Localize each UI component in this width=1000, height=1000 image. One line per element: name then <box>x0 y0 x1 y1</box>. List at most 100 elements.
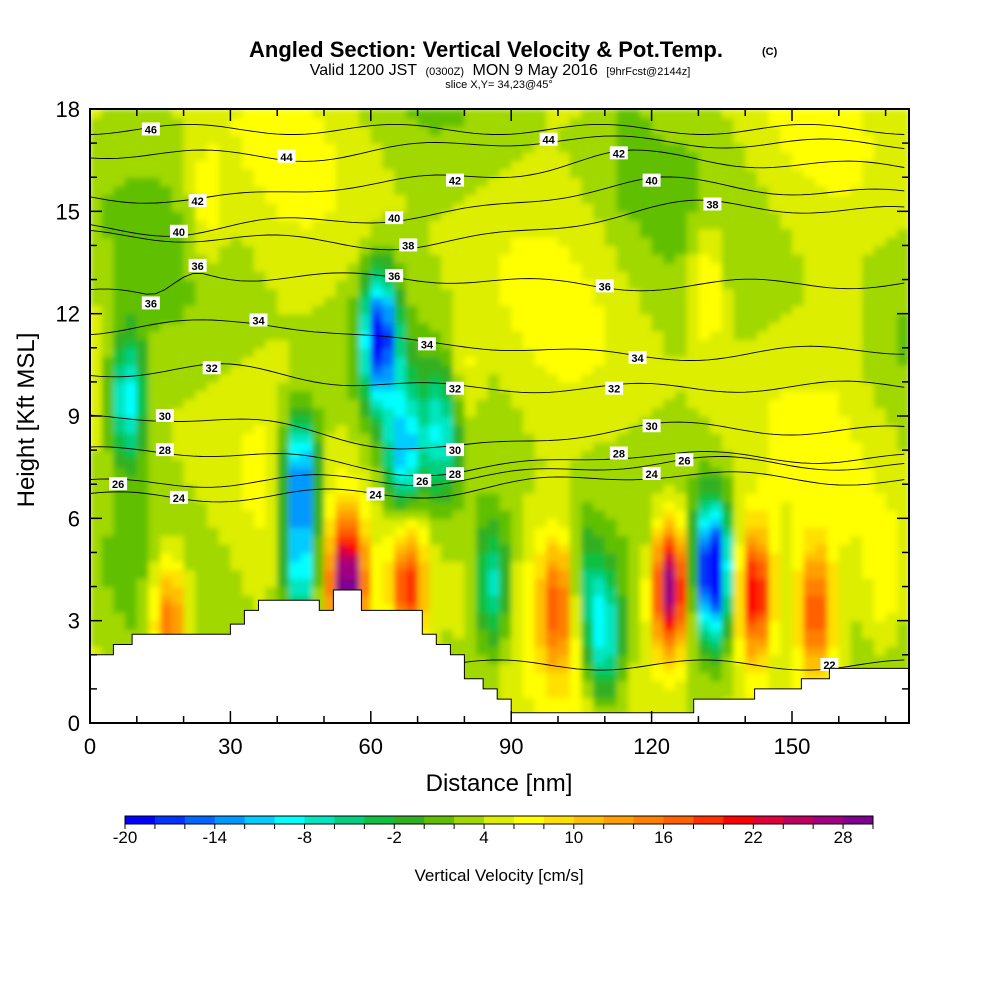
field-cell <box>897 560 909 571</box>
field-cell <box>522 160 536 170</box>
field-cell <box>476 185 489 196</box>
field-cell <box>160 185 173 196</box>
field-cell <box>569 450 583 460</box>
field-cell <box>476 356 489 366</box>
field-cell <box>441 151 454 161</box>
field-cell <box>639 569 653 579</box>
field-cell <box>464 501 477 511</box>
field-cell <box>803 185 817 196</box>
field-cell <box>686 663 700 673</box>
field-cell <box>815 279 828 289</box>
field-cell <box>663 330 676 341</box>
field-cell <box>745 680 758 690</box>
field-cell <box>756 305 770 315</box>
field-cell <box>335 416 349 426</box>
field-cell <box>639 109 653 119</box>
field-cell <box>125 109 138 119</box>
field-cell <box>721 279 735 289</box>
field-cell <box>534 168 548 179</box>
field-cell <box>604 595 618 605</box>
field-cell <box>675 364 688 375</box>
field-cell <box>546 535 559 545</box>
field-cell <box>370 347 384 358</box>
field-cell <box>792 560 805 571</box>
field-cell <box>207 552 220 562</box>
field-cell <box>803 339 817 349</box>
field-cell <box>452 458 466 468</box>
field-cell <box>838 117 852 127</box>
field-cell <box>277 407 290 417</box>
field-cell <box>651 330 665 341</box>
field-cell <box>101 433 115 443</box>
field-cell <box>803 364 817 375</box>
field-cell <box>850 194 863 204</box>
field-cell <box>405 398 419 409</box>
field-cell <box>382 160 395 170</box>
field-cell <box>347 219 360 230</box>
field-cell <box>487 603 501 613</box>
field-cell <box>242 356 255 366</box>
field-cell <box>604 339 618 349</box>
field-cell <box>733 262 746 272</box>
field-cell <box>569 296 583 306</box>
field-cell <box>335 219 349 230</box>
field-cell <box>569 211 583 221</box>
field-cell <box>277 492 290 503</box>
field-cell <box>195 407 208 417</box>
field-cell <box>581 151 594 161</box>
field-cell <box>558 364 571 375</box>
field-cell <box>768 450 782 460</box>
field-cell <box>768 126 782 136</box>
field-cell <box>534 177 548 187</box>
field-cell <box>803 569 817 579</box>
field-cell <box>593 305 606 315</box>
field-cell <box>522 535 536 545</box>
field-cell <box>429 518 442 528</box>
field-cell <box>616 595 629 605</box>
field-cell <box>347 356 360 366</box>
field-cell <box>698 671 711 682</box>
field-cell <box>862 416 875 426</box>
field-cell <box>850 518 863 528</box>
field-cell <box>195 253 208 264</box>
field-cell <box>862 629 875 639</box>
field-cell <box>405 271 419 281</box>
field-cell <box>792 612 805 622</box>
field-cell <box>721 177 735 187</box>
field-cell <box>675 177 688 187</box>
field-cell <box>581 475 594 486</box>
field-cell <box>487 339 501 349</box>
field-cell <box>452 330 466 341</box>
field-cell <box>441 219 454 230</box>
field-cell <box>499 543 512 554</box>
field-cell <box>265 390 278 400</box>
field-cell <box>277 586 290 596</box>
field-cell <box>628 441 641 451</box>
field-cell <box>639 390 653 400</box>
field-cell <box>335 484 349 494</box>
field-cell <box>663 586 676 596</box>
field-cell <box>686 322 700 332</box>
field-cell <box>405 339 419 349</box>
field-cell <box>733 569 746 579</box>
field-cell <box>546 526 559 537</box>
field-cell <box>312 535 325 545</box>
field-cell <box>593 620 606 630</box>
field-cell <box>441 322 454 332</box>
field-cell <box>639 518 653 528</box>
field-cell <box>546 612 559 622</box>
field-cell <box>511 151 524 161</box>
field-cell <box>148 373 161 383</box>
field-cell <box>487 671 501 682</box>
field-cell <box>511 433 524 443</box>
field-cell <box>101 330 115 341</box>
field-cell <box>756 637 770 648</box>
field-cell <box>113 228 126 238</box>
field-cell <box>417 586 431 596</box>
field-cell <box>394 177 407 187</box>
field-cell <box>768 390 782 400</box>
field-cell <box>862 390 875 400</box>
field-cell <box>593 219 606 230</box>
field-cell <box>113 398 126 409</box>
field-cell <box>663 288 676 298</box>
